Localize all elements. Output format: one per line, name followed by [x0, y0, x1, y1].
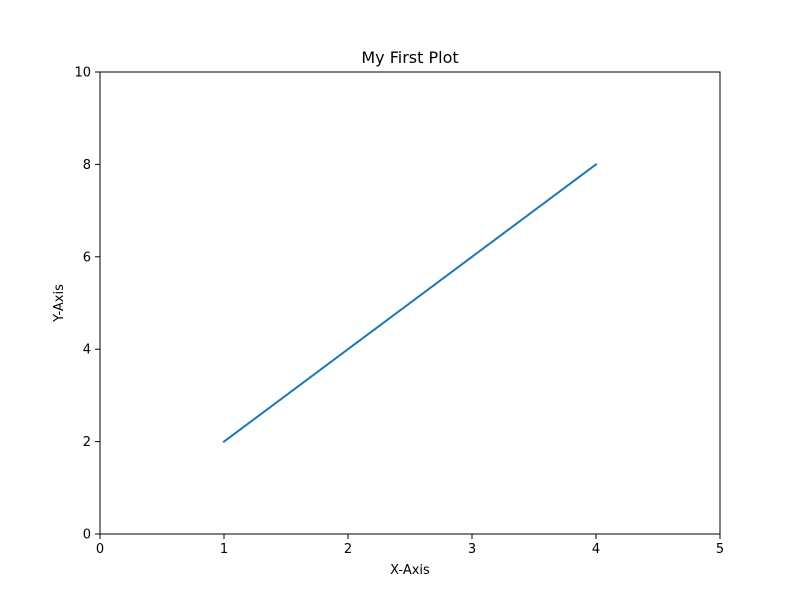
y-tick-label: 6 — [83, 250, 91, 265]
x-tick-label: 0 — [96, 542, 104, 557]
plot-frame — [99, 71, 721, 535]
x-tick-label: 3 — [468, 542, 476, 557]
y-tick-label: 10 — [74, 66, 91, 81]
y-tick-label: 2 — [83, 435, 91, 450]
x-tick-label: 1 — [220, 542, 228, 557]
y-axis-label: Y-Axis — [52, 284, 67, 323]
chart-title: My First Plot — [361, 48, 458, 67]
series-line-1 — [222, 163, 598, 443]
x-tick-label: 5 — [716, 542, 724, 557]
y-tick-label: 4 — [83, 343, 91, 358]
series-layer — [222, 163, 598, 443]
x-tick-label: 2 — [344, 542, 352, 557]
y-tick-label: 0 — [83, 528, 91, 543]
y-tick-label: 8 — [83, 158, 91, 173]
y-axis-ticks: 0 2 4 6 8 10 — [74, 66, 100, 543]
x-axis-ticks: 0 1 2 3 4 5 — [96, 534, 724, 557]
x-tick-label: 4 — [592, 542, 600, 557]
x-axis-label: X-Axis — [390, 563, 430, 578]
